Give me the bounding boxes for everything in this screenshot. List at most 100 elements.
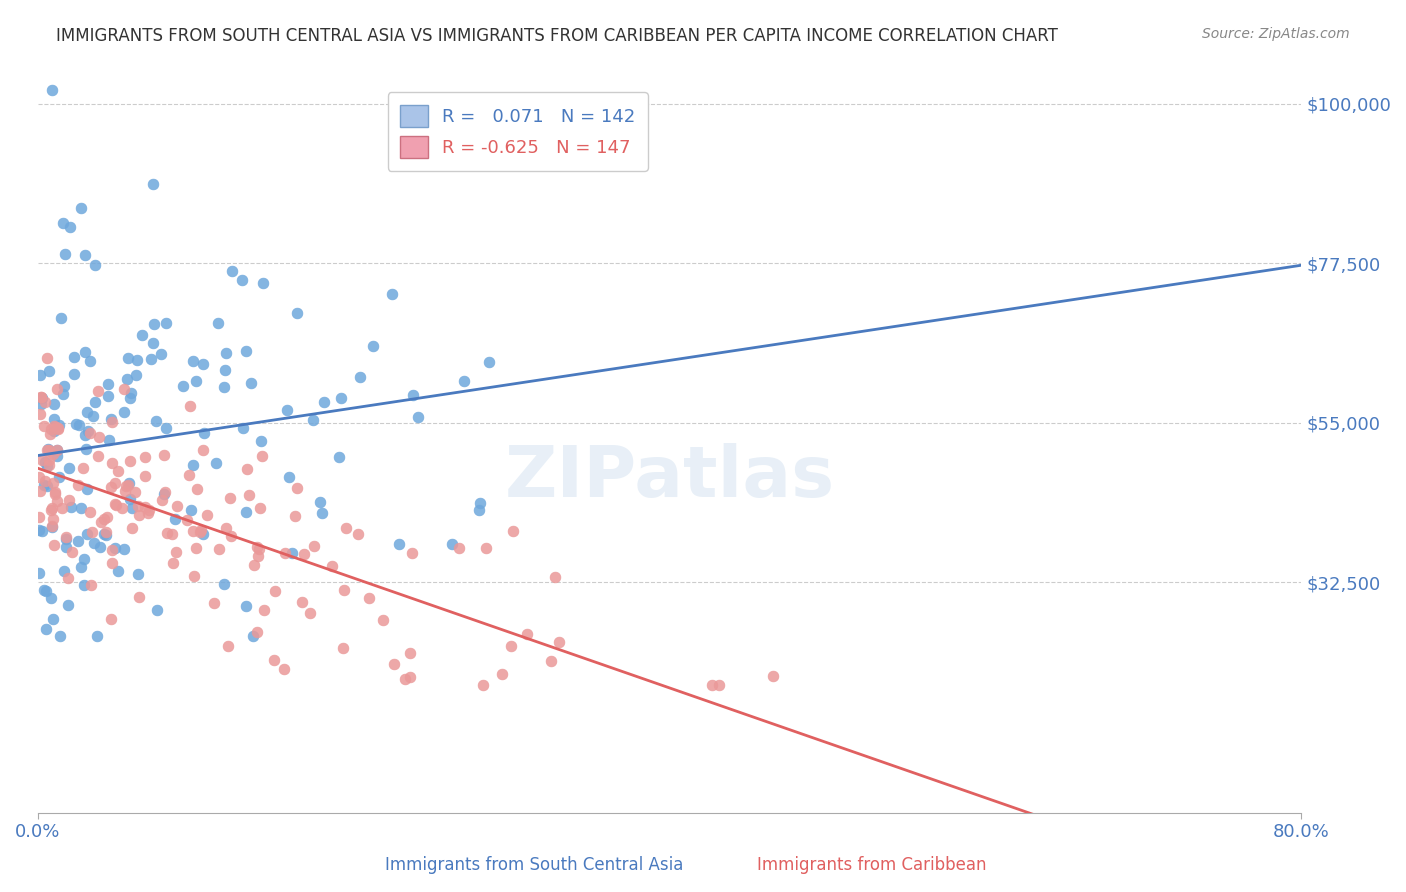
Point: [67, 417, 90, 432]
Point: [63, 368, 86, 382]
Point: [388, 537, 411, 551]
Point: [59, 220, 82, 235]
Point: [46, 494, 69, 508]
Point: [73, 428, 96, 442]
Point: [273, 662, 295, 676]
Point: [65, 417, 87, 431]
Point: [330, 392, 353, 406]
Point: [128, 508, 150, 522]
Point: [44, 486, 66, 500]
Point: [284, 508, 307, 523]
Point: [263, 583, 285, 598]
Point: [136, 507, 159, 521]
Point: [76, 526, 98, 541]
Point: [51, 310, 73, 325]
Point: [94, 525, 117, 540]
Point: [165, 545, 187, 559]
Point: [274, 546, 297, 560]
Point: [83, 535, 105, 549]
Point: [281, 546, 304, 560]
Point: [247, 542, 270, 557]
Point: [441, 537, 464, 551]
Point: [475, 541, 498, 556]
Point: [142, 317, 165, 331]
Point: [131, 327, 153, 342]
Point: [35, 443, 58, 458]
Point: [138, 503, 160, 517]
Point: [101, 456, 124, 470]
Point: [38, 458, 60, 472]
Point: [34, 394, 56, 409]
Point: [101, 556, 124, 570]
Point: [93, 512, 115, 526]
Point: [120, 491, 142, 506]
Point: [39, 422, 62, 436]
Point: [333, 582, 356, 597]
Point: [335, 521, 357, 535]
Point: [35, 351, 58, 365]
Point: [39, 591, 62, 606]
Point: [42, 446, 65, 460]
Point: [321, 559, 343, 574]
Point: [172, 379, 194, 393]
Point: [328, 450, 350, 464]
Point: [46, 421, 69, 435]
Point: [232, 421, 254, 435]
Point: [41, 501, 63, 516]
Point: [231, 273, 253, 287]
Point: [66, 534, 89, 549]
Point: [37, 442, 59, 457]
Point: [38, 363, 60, 377]
Point: [59, 500, 82, 514]
Point: [124, 485, 146, 500]
Point: [73, 248, 96, 262]
Point: [128, 590, 150, 604]
Point: [42, 397, 65, 411]
Point: [75, 442, 97, 456]
Point: [215, 346, 238, 360]
Point: [285, 305, 308, 319]
Point: [100, 412, 122, 426]
Text: Source: ZipAtlas.com: Source: ZipAtlas.com: [1202, 27, 1350, 41]
Point: [142, 336, 165, 351]
Point: [197, 508, 219, 522]
Point: [30, 390, 52, 404]
Point: [311, 506, 333, 520]
Point: [56, 571, 79, 585]
Point: [120, 386, 142, 401]
Point: [34, 455, 56, 469]
Point: [41, 502, 63, 516]
Point: [304, 539, 326, 553]
Point: [117, 372, 139, 386]
Point: [72, 460, 94, 475]
Point: [183, 569, 205, 583]
Point: [118, 475, 141, 490]
Point: [491, 667, 513, 681]
Point: [63, 351, 86, 365]
Point: [28, 566, 51, 580]
Point: [235, 344, 257, 359]
Point: [76, 482, 98, 496]
Point: [235, 599, 257, 613]
Point: [247, 549, 270, 564]
Point: [82, 409, 104, 424]
Point: [235, 505, 257, 519]
Point: [207, 316, 229, 330]
Point: [93, 526, 115, 541]
Point: [87, 449, 110, 463]
Point: [406, 409, 429, 424]
Point: [52, 387, 75, 401]
Point: [84, 395, 107, 409]
Point: [87, 430, 110, 444]
Point: [97, 389, 120, 403]
Point: [44, 485, 66, 500]
Point: [111, 500, 134, 515]
Point: [35, 622, 58, 636]
Point: [139, 352, 162, 367]
Point: [34, 474, 56, 488]
Point: [46, 422, 69, 436]
Point: [191, 526, 214, 541]
Point: [70, 500, 93, 515]
Point: [55, 540, 77, 554]
Point: [107, 464, 129, 478]
